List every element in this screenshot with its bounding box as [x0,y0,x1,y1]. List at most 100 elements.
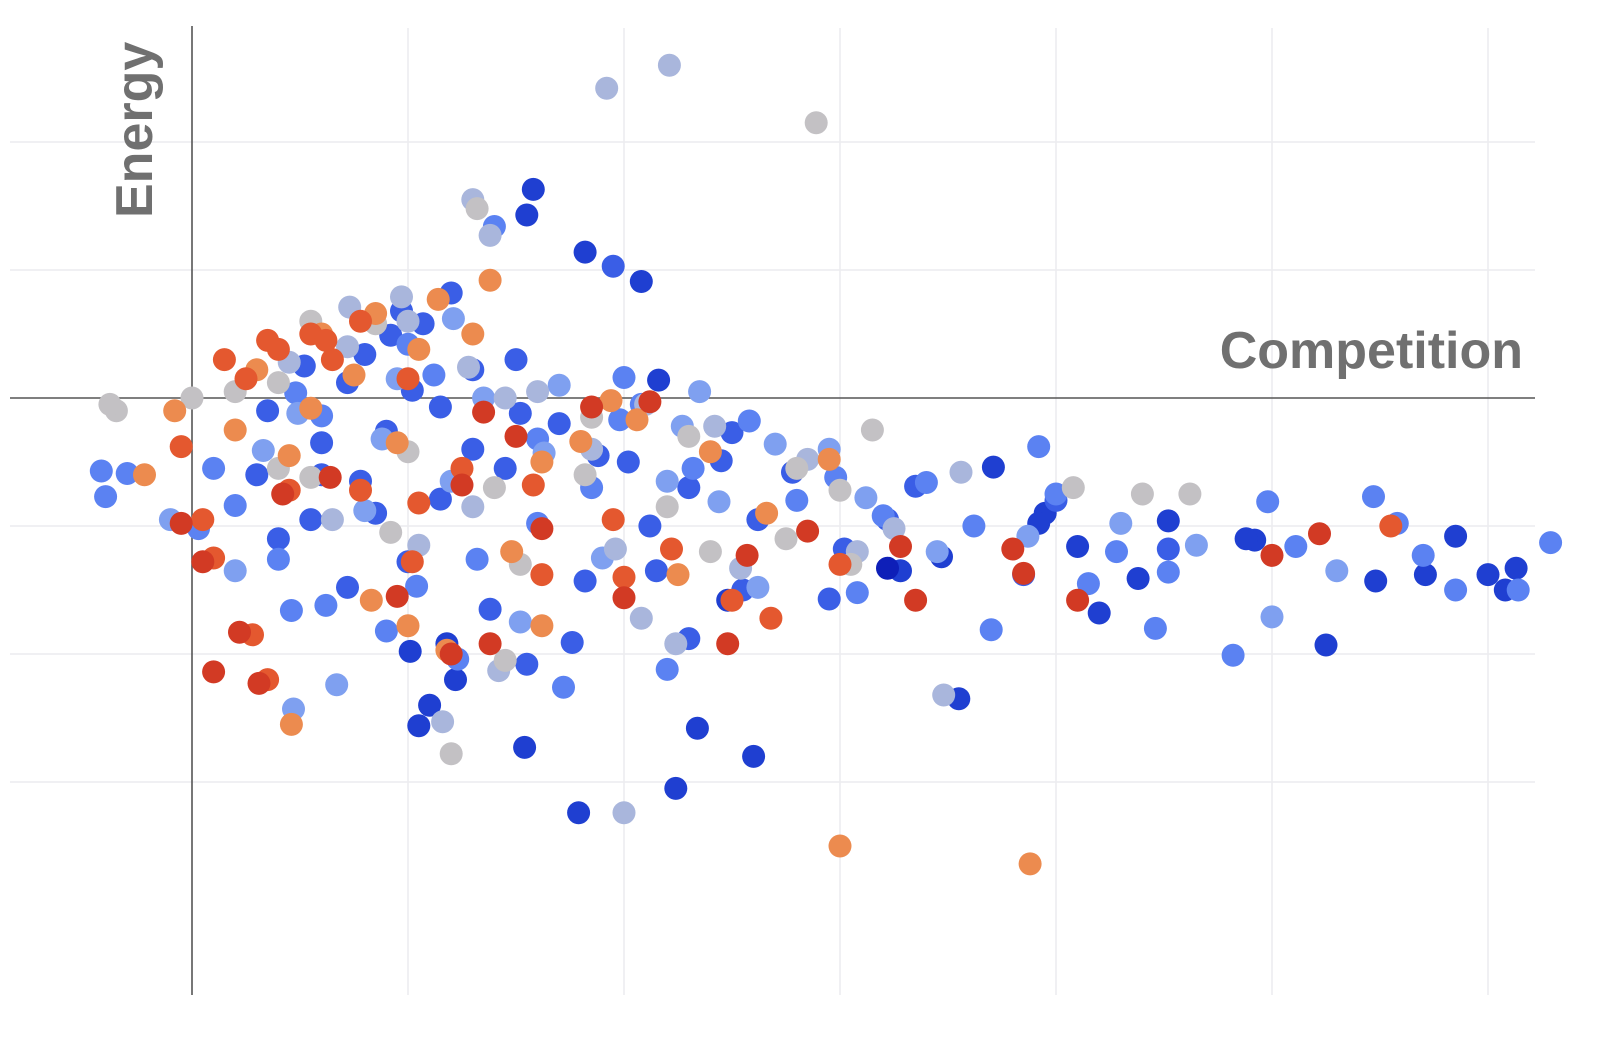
data-point [405,574,429,598]
data-point [493,386,517,410]
data-point [608,408,632,432]
data-point [431,710,455,734]
data-point [981,455,1005,479]
data-point [677,424,701,448]
data-point [1260,605,1284,629]
data-point [685,716,709,740]
data-point [266,547,290,571]
data-point [336,335,359,359]
data-point [828,834,852,858]
data-point [925,540,949,564]
data-point [385,584,409,608]
data-point [1379,514,1403,538]
data-point [889,535,912,558]
data-point [612,366,636,389]
y-axis-title: Energy [106,42,164,218]
data-point [1156,537,1180,561]
data-point [353,343,377,366]
data-point [439,642,463,666]
data-point [1105,540,1128,564]
data-point [396,614,420,638]
data-point [385,431,409,455]
data-point [530,517,554,541]
data-point [465,547,489,571]
data-point [629,606,653,630]
data-point [428,487,452,511]
data-point [703,414,727,438]
data-point [666,563,690,587]
data-point [223,559,247,583]
data-point [932,683,956,707]
data-point [418,693,442,717]
data-point [657,53,681,77]
data-point [428,395,452,419]
data-point [223,418,247,442]
data-point [478,597,502,621]
data-point [493,456,517,480]
data-point [223,494,247,517]
data-point [461,322,485,346]
data-point [1156,509,1180,533]
data-point [854,486,878,510]
data-point [1184,533,1208,557]
data-point [1476,563,1500,587]
data-point [310,431,334,455]
data-point [828,478,852,502]
data-point [1109,511,1133,535]
data-point [644,559,668,583]
data-point [1325,559,1349,583]
data-point [202,660,226,684]
data-point [521,177,545,201]
data-point [515,203,539,227]
data-point [828,552,852,576]
data-point [245,463,269,487]
data-point [169,511,193,535]
data-point [279,599,303,622]
data-point [530,614,554,638]
data-point [530,450,554,474]
data-point [439,742,463,766]
data-point [1444,524,1468,548]
data-point [482,476,506,500]
data-point [299,396,323,420]
data-point [526,380,550,404]
data-point [325,673,349,697]
data-point [1539,531,1563,555]
data-point [1308,522,1331,546]
data-point [461,495,485,519]
data-point [228,620,251,644]
data-point [720,421,744,445]
data-point [256,399,280,423]
data-point [461,437,485,461]
data-point [299,508,323,532]
data-point [504,348,528,372]
data-point [547,412,571,436]
data-point [1061,476,1085,500]
data-point [336,575,359,599]
data-point [1087,601,1111,625]
data-point [465,197,489,221]
data-point [698,540,722,564]
data-point [601,254,625,278]
data-point [379,520,403,544]
data-point [1362,485,1385,509]
data-point [1018,852,1042,876]
data-point [508,401,532,425]
data-point [573,240,597,264]
data-point [521,473,545,497]
data-point [603,537,627,561]
data-point [1234,527,1258,551]
data-point [625,408,649,432]
data-point [601,508,625,532]
data-point [1504,556,1528,580]
data-point [962,514,986,538]
data-point [804,111,828,135]
data-point [638,390,662,414]
data-point [390,285,413,309]
data-point [277,444,301,468]
data-point [552,675,575,699]
data-point [560,631,584,654]
data-point [742,744,766,768]
data-point [817,587,841,611]
data-point [472,400,496,424]
